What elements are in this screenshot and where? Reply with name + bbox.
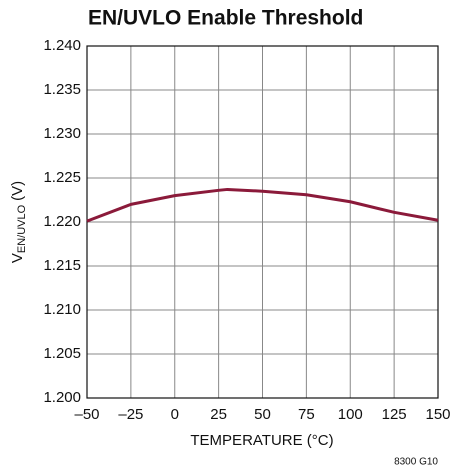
- line-series: [86, 187, 439, 223]
- y-axis-label-main: V: [9, 253, 26, 263]
- y-tick-label: 1.225: [43, 169, 81, 186]
- x-tick-label: 50: [254, 406, 271, 423]
- y-tick-label: 1.235: [43, 81, 81, 98]
- x-axis-label: TEMPERATURE (°C): [190, 432, 333, 449]
- x-tick-label: 150: [425, 406, 450, 423]
- y-tick-label: 1.215: [43, 257, 81, 274]
- y-tick-label: 1.230: [43, 125, 81, 142]
- y-tick-label: 1.240: [43, 37, 81, 54]
- x-tick-label: 25: [210, 406, 227, 423]
- x-tick-label: 0: [171, 406, 179, 423]
- y-tick-label: 1.205: [43, 345, 81, 362]
- y-axis-label-sub: EN/UVLO: [16, 204, 28, 253]
- x-tick-label: –50: [74, 406, 99, 423]
- y-tick-label: 1.210: [43, 301, 81, 318]
- x-tick-label: 75: [298, 406, 315, 423]
- y-tick-label: 1.200: [43, 389, 81, 406]
- y-axis-label-unit: (V): [9, 181, 26, 201]
- plot-frame: [86, 45, 439, 399]
- y-tick-label: 1.220: [43, 213, 81, 230]
- x-tick-label: 125: [382, 406, 407, 423]
- chart-title: EN/UVLO Enable Threshold: [88, 7, 363, 30]
- figure-note: 8300 G10: [394, 457, 438, 468]
- y-axis-label: VEN/UVLO (V): [9, 181, 28, 263]
- x-tick-label: –25: [118, 406, 143, 423]
- x-tick-label: 100: [338, 406, 363, 423]
